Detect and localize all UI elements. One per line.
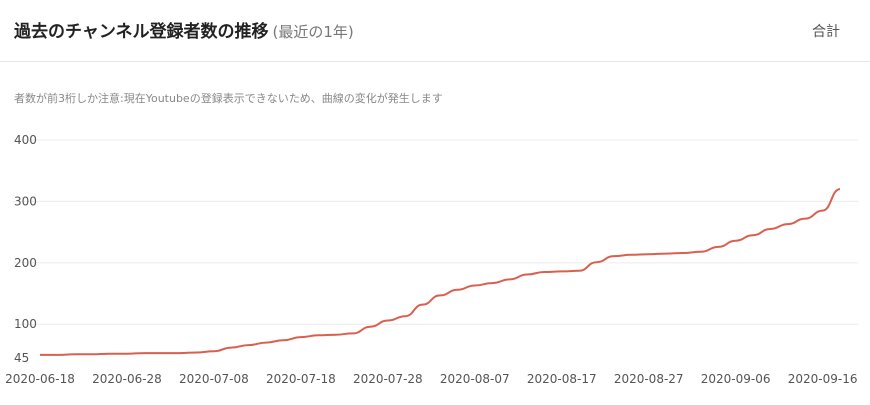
x-tick-label: 2020-07-08	[179, 372, 249, 386]
series-line	[40, 188, 841, 356]
x-tick-label: 2020-07-28	[353, 372, 423, 386]
x-tick-label: 2020-06-18	[5, 372, 75, 386]
y-tick-label: 400	[14, 133, 37, 147]
y-tick-label: 45	[14, 351, 29, 365]
y-tick-label: 100	[14, 317, 37, 331]
x-tick-label: 2020-08-17	[527, 372, 597, 386]
x-tick-label: 2020-08-27	[614, 372, 684, 386]
x-tick-label: 2020-07-18	[266, 372, 336, 386]
chart-subtitle: (最近の1年)	[272, 23, 354, 41]
x-tick-label: 2020-09-06	[701, 372, 771, 386]
y-tick-label: 200	[14, 256, 37, 270]
chart-title: 過去のチャンネル登録者数の推移 (最近の1年)	[14, 17, 354, 42]
total-toggle[interactable]: 合計	[812, 24, 840, 40]
y-tick-label: 300	[14, 194, 37, 208]
x-tick-label: 2020-08-07	[440, 372, 510, 386]
chart-header: 過去のチャンネル登録者数の推移 (最近の1年) 合計	[0, 0, 870, 62]
x-tick-label: 2020-09-16	[788, 372, 858, 386]
chart-title-text: 過去のチャンネル登録者数の推移	[14, 22, 269, 42]
x-tick-label: 2020-06-28	[92, 372, 162, 386]
chart-note: 者数が前3桁しか注意:現在Youtubeの登録表示できないため、曲線の変化が発生…	[14, 92, 443, 105]
